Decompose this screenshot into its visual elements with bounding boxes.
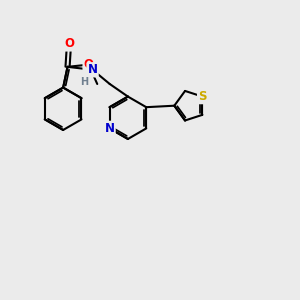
Text: S: S [198,90,207,103]
Text: H: H [80,77,88,87]
Text: N: N [104,122,115,135]
Text: O: O [84,58,94,71]
Text: O: O [64,38,74,50]
Text: N: N [88,63,98,76]
